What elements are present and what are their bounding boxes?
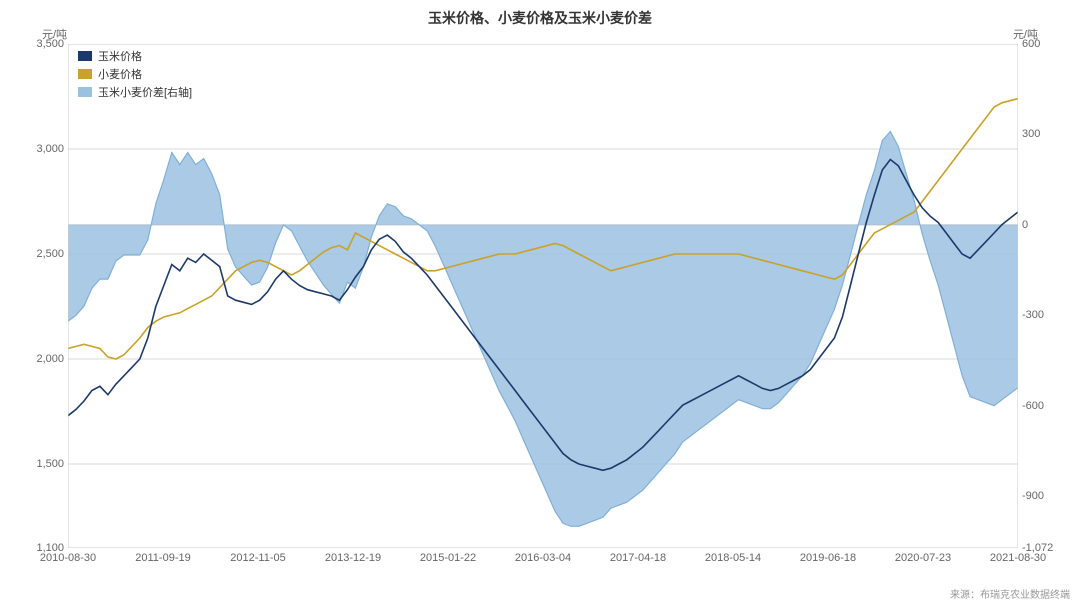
plot-area xyxy=(68,44,1018,548)
y-tick-right: 600 xyxy=(1022,38,1040,50)
y-tick-right: 300 xyxy=(1022,128,1040,140)
y-tick-right: 0 xyxy=(1022,219,1028,231)
x-tick: 2015-01-22 xyxy=(420,552,476,564)
x-tick: 2016-03-04 xyxy=(515,552,571,564)
x-tick: 2019-06-18 xyxy=(800,552,856,564)
y-tick-left: 2,000 xyxy=(36,353,64,365)
x-tick: 2017-04-18 xyxy=(610,552,666,564)
legend-item-spread: 玉米小麦价差[右轴] xyxy=(78,84,192,100)
legend-label-spread: 玉米小麦价差[右轴] xyxy=(98,84,192,100)
x-tick: 2018-05-14 xyxy=(705,552,761,564)
y-tick-right: -600 xyxy=(1022,400,1044,412)
legend-swatch-spread xyxy=(78,87,92,97)
x-tick: 2021-08-30 xyxy=(990,552,1046,564)
y-tick-left: 3,000 xyxy=(36,143,64,155)
chart-svg xyxy=(68,44,1018,548)
y-tick-left: 1,500 xyxy=(36,458,64,470)
chart-title: 玉米价格、小麦价格及玉米小麦价差 xyxy=(0,0,1080,28)
legend-item-wheat: 小麦价格 xyxy=(78,66,192,82)
y-tick-right: -900 xyxy=(1022,490,1044,502)
legend-label-corn: 玉米价格 xyxy=(98,48,142,64)
x-tick: 2012-11-05 xyxy=(230,552,285,564)
legend-swatch-corn xyxy=(78,51,92,61)
legend-label-wheat: 小麦价格 xyxy=(98,66,142,82)
x-tick: 2010-08-30 xyxy=(40,552,96,564)
x-tick: 2011-09-19 xyxy=(135,552,190,564)
source-label: 来源：布瑞克农业数据终端 xyxy=(950,586,1070,601)
chart-container: 玉米价格、小麦价格及玉米小麦价差 元/吨 元/吨 玉米价格 小麦价格 玉米小麦价… xyxy=(0,0,1080,607)
y-tick-right: -300 xyxy=(1022,309,1044,321)
legend-swatch-wheat xyxy=(78,69,92,79)
y-tick-left: 2,500 xyxy=(36,248,64,260)
legend: 玉米价格 小麦价格 玉米小麦价差[右轴] xyxy=(78,48,192,102)
x-tick: 2013-12-19 xyxy=(325,552,381,564)
x-tick: 2020-07-23 xyxy=(895,552,951,564)
y-tick-left: 3,500 xyxy=(36,38,64,50)
legend-item-corn: 玉米价格 xyxy=(78,48,192,64)
